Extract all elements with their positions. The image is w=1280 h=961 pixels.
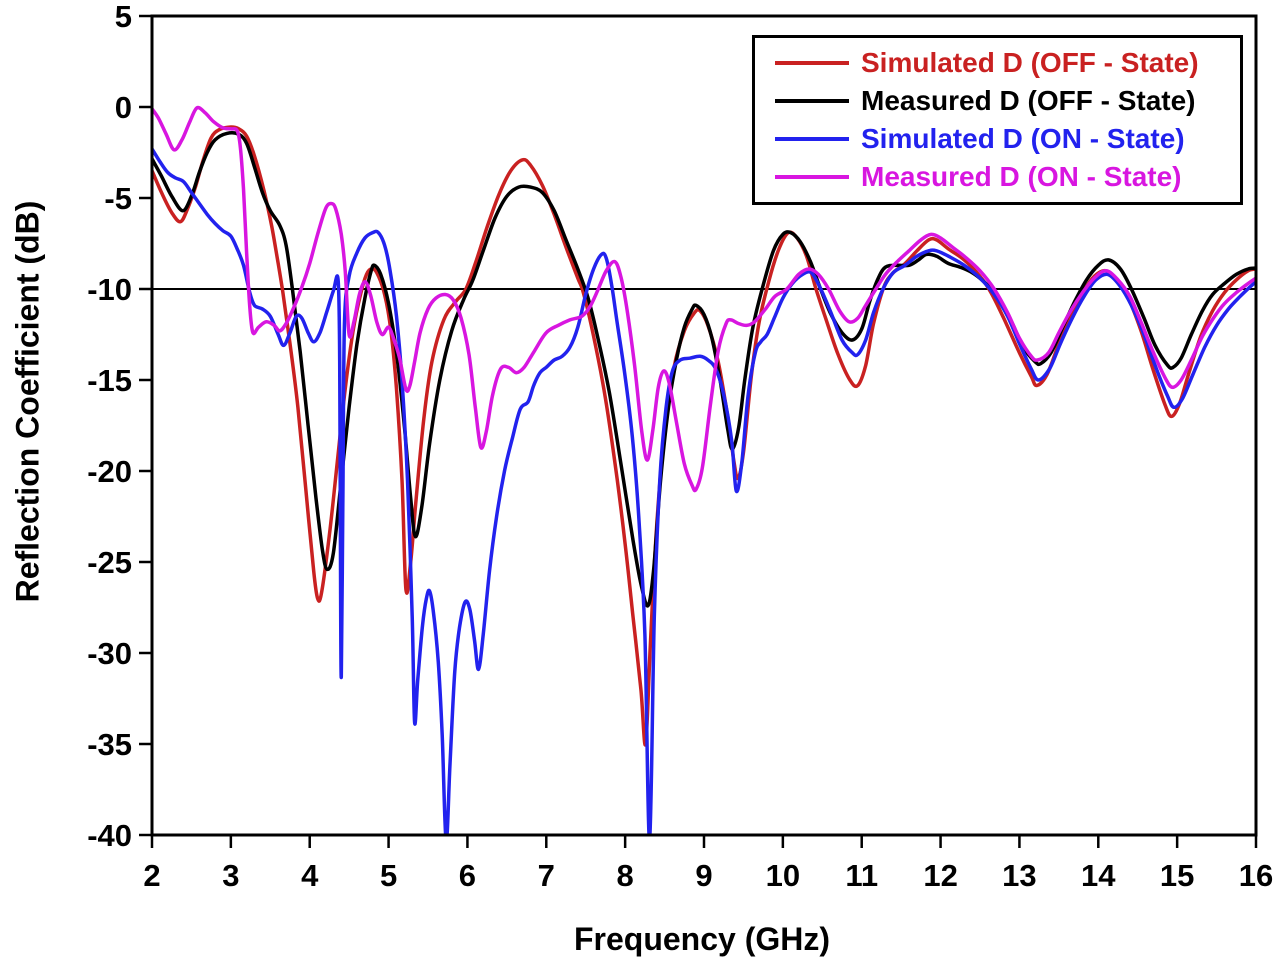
x-tick-label: 2: [143, 858, 160, 893]
legend-label: Simulated D (OFF - State): [861, 47, 1199, 78]
legend-line-sample: [775, 61, 849, 65]
series-line-2: [152, 147, 1256, 835]
x-tick-label: 16: [1239, 858, 1273, 893]
legend-item: Measured D (ON - State): [755, 158, 1240, 196]
y-tick-label: 5: [115, 0, 132, 34]
legend-line-sample: [775, 175, 849, 179]
legend-line-sample: [775, 137, 849, 141]
x-axis-title: Frequency (GHz): [573, 921, 831, 957]
y-axis-ticks: 5 0 -5 -10 -15 -20 -25 -30 -35 -40: [87, 0, 152, 853]
x-axis-ticks: 2 3 4 5 6 7 8 9 10 11 12 13 14 15 16: [143, 835, 1273, 893]
x-tick-label: 9: [695, 858, 712, 893]
x-tick-label: 11: [845, 858, 878, 893]
x-tick-label: 8: [617, 858, 634, 893]
y-tick-label: -35: [87, 727, 132, 762]
x-tick-label: 6: [459, 858, 476, 893]
series-line-0: [152, 125, 1256, 747]
y-axis-title: Reflection Coefficient (dB): [9, 200, 46, 603]
legend-item: Simulated D (ON - State): [755, 120, 1240, 158]
x-tick-label: 4: [301, 858, 319, 893]
x-tick-label: 7: [538, 858, 555, 893]
curves: [152, 105, 1256, 835]
legend-label: Measured D (OFF - State): [861, 85, 1196, 116]
legend-item: Simulated D (OFF - State): [755, 44, 1240, 82]
x-tick-label: 15: [1160, 858, 1194, 893]
y-tick-label: -10: [87, 272, 132, 307]
y-tick-label: -40: [87, 818, 132, 853]
legend-label: Simulated D (ON - State): [861, 123, 1185, 154]
y-tick-label: -5: [104, 181, 132, 216]
y-tick-label: 0: [115, 90, 132, 125]
y-tick-label: -15: [87, 363, 132, 398]
x-tick-label: 3: [222, 858, 239, 893]
series-line-3: [152, 105, 1256, 493]
legend: Simulated D (OFF - State) Measured D (OFF…: [752, 35, 1243, 205]
x-tick-label: 10: [766, 858, 800, 893]
x-tick-label: 13: [1002, 858, 1036, 893]
y-tick-label: -30: [87, 636, 132, 671]
legend-line-sample: [775, 99, 849, 103]
x-tick-label: 5: [380, 858, 397, 893]
x-tick-label: 14: [1081, 858, 1116, 893]
series-line-1: [152, 131, 1256, 608]
x-tick-label: 12: [923, 858, 957, 893]
y-tick-label: -20: [87, 454, 132, 489]
legend-label: Measured D (ON - State): [861, 161, 1182, 192]
y-tick-label: -25: [87, 545, 132, 580]
legend-item: Measured D (OFF - State): [755, 82, 1240, 120]
